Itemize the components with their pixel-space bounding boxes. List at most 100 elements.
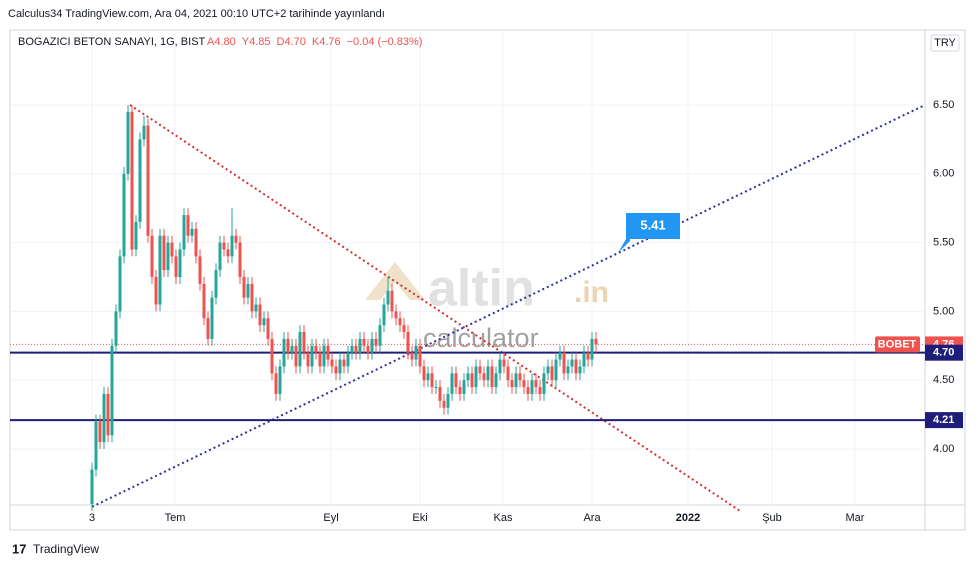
candle-body [550, 366, 554, 381]
candle-body [462, 380, 466, 394]
candle-body [274, 373, 278, 394]
candle-body [362, 338, 366, 346]
candle-body [258, 304, 262, 326]
candle-body [94, 421, 98, 470]
published-note: Calculus34 TradingView.com, Ara 04, 2021… [8, 8, 385, 20]
candle-body [174, 256, 178, 277]
currency: TRY [934, 37, 956, 49]
candle-body [158, 235, 162, 305]
candle-body [210, 297, 214, 339]
candle-body [234, 235, 238, 243]
ohlc-legend: A4.80 Y4.85 D4.70 K4.76 −0.04 (−0.83%) [207, 36, 422, 48]
candle-body [414, 345, 418, 360]
x-tick-label: Ara [583, 512, 601, 524]
candle-body [214, 270, 218, 298]
candle-body [266, 318, 270, 339]
brand: TradingView [33, 542, 99, 556]
candle-body [290, 345, 294, 353]
candle-body [310, 345, 314, 367]
candle-body [194, 228, 198, 257]
x-tick-label: Mar [846, 512, 865, 524]
y-tick-label: 5.50 [933, 237, 954, 249]
x-tick-label: Kas [494, 512, 513, 524]
candle-body [546, 366, 550, 374]
candle-body [370, 338, 374, 353]
candle-body [418, 345, 422, 367]
x-tick-label: Tem [165, 512, 186, 524]
candle-body [306, 352, 310, 367]
candle-body [514, 373, 518, 388]
price-name-box [875, 336, 920, 353]
candle-body [170, 242, 174, 257]
candle-body [354, 345, 358, 353]
candle-body [562, 352, 566, 374]
y-tick-label: 5.00 [933, 305, 954, 317]
candle-body [482, 373, 486, 381]
candle-body [398, 318, 402, 326]
candle-body [98, 421, 102, 443]
candle-body [154, 276, 158, 305]
candle-body [574, 359, 578, 374]
candle-body [338, 359, 342, 374]
candle-body [246, 283, 250, 298]
y-tick-label: 4.00 [933, 443, 954, 455]
candle-body [318, 352, 322, 367]
plot [10, 104, 926, 512]
y-tick-label: 6.00 [933, 168, 954, 180]
candle-body [222, 242, 226, 250]
candle-body [130, 111, 134, 250]
x-tick-label: Eki [412, 512, 427, 524]
legend-value: K4.76 [312, 36, 341, 48]
candle-body [402, 325, 406, 333]
candle-body [586, 352, 590, 360]
candle-body [230, 235, 234, 257]
candle-body [302, 332, 306, 353]
watermark: altin .in calculator [365, 260, 609, 353]
candle-body [126, 111, 130, 174]
candle-body [314, 345, 318, 353]
candle-body [134, 221, 138, 250]
candle-body [386, 290, 390, 305]
candle-body [454, 373, 458, 388]
legend-value: A4.80 [207, 36, 236, 48]
candle-body [286, 338, 290, 353]
candle-body [142, 125, 146, 140]
candle-body [558, 352, 562, 360]
candle-body [438, 387, 442, 401]
candle-body [406, 332, 410, 353]
hline-value: 4.70 [933, 347, 954, 359]
watermark-brand: altin [428, 260, 535, 318]
candle-body [498, 359, 502, 374]
candle-body [434, 387, 438, 389]
candle-body [582, 352, 586, 367]
callout-box [618, 212, 680, 253]
candle-body [326, 345, 330, 360]
candle-body [542, 373, 546, 394]
candle-body [294, 345, 298, 367]
candle-body [590, 338, 594, 360]
candle-body [102, 393, 106, 443]
candle-body [566, 366, 570, 374]
candle-body [366, 345, 370, 353]
x-tick-label: 2022 [676, 512, 700, 524]
frame [9, 29, 966, 531]
candle-body [218, 242, 222, 271]
hline-value-box [925, 344, 963, 361]
candle-body [198, 256, 202, 284]
candle-body [122, 173, 126, 257]
candle-body [106, 393, 110, 436]
candle-body [298, 332, 302, 367]
candle-body [114, 311, 118, 346]
candle-body [570, 359, 574, 367]
candle-body [510, 380, 514, 388]
y-tick-label: 6.50 [933, 99, 954, 111]
candle-body [350, 345, 354, 353]
hline-value: 4.21 [933, 414, 954, 426]
x-tick-label: Eyl [323, 512, 338, 524]
candle-body [178, 249, 182, 277]
legend-value: D4.70 [277, 36, 306, 48]
candle-body [118, 256, 122, 312]
candle-body [478, 366, 482, 374]
